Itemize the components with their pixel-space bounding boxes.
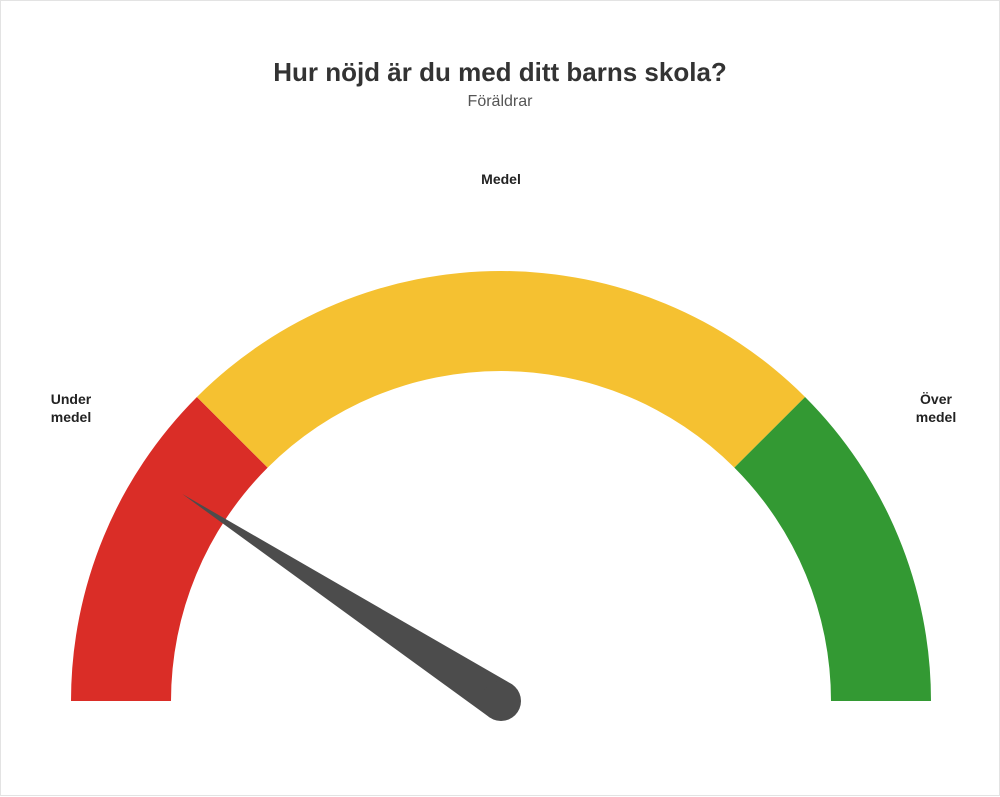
gauge-label-high-text: Övermedel [916,391,956,425]
chart-frame: Hur nöjd är du med ditt barns skola? För… [0,0,1000,796]
gauge-segment-1 [197,271,805,468]
gauge-label-mid-text: Medel [481,171,521,187]
gauge-segment-2 [734,397,931,701]
gauge-label-low: Undermedel [41,391,101,426]
gauge-needle-hub [481,681,521,721]
gauge-label-low-text: Undermedel [51,391,91,425]
gauge-label-mid: Medel [461,171,541,189]
gauge-segment-0 [71,397,268,701]
gauge-chart [1,1,1000,797]
gauge-needle [182,494,512,718]
gauge-label-high: Övermedel [906,391,966,426]
